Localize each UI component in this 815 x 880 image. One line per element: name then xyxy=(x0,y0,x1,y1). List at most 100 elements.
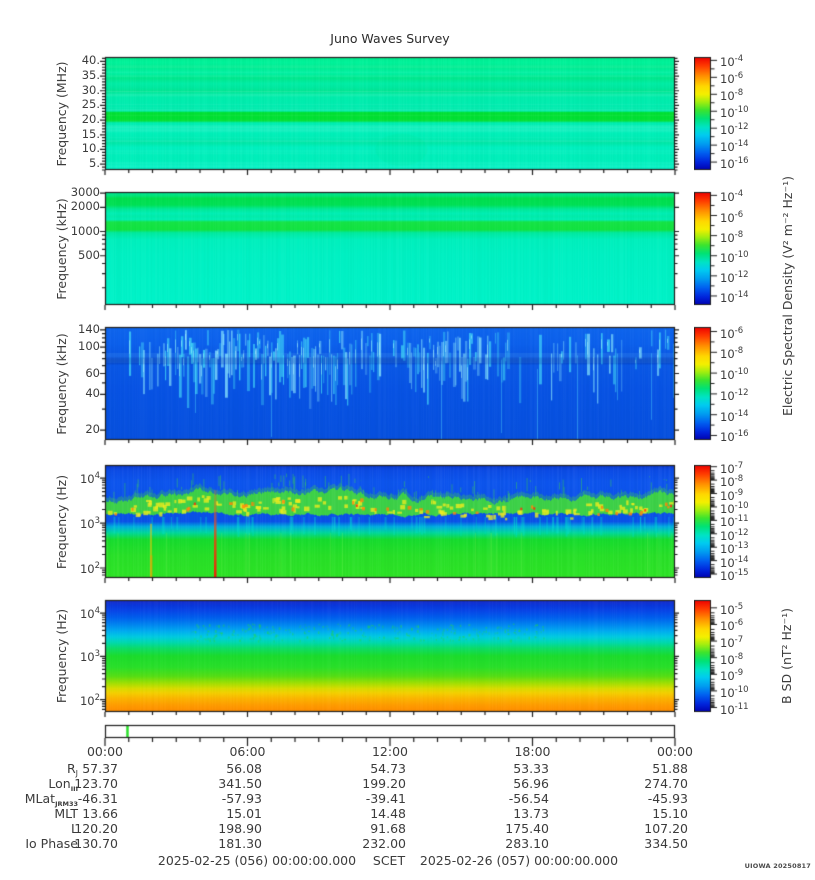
time-tick-label: 00:00 xyxy=(656,744,694,759)
colorbar-base: 10 xyxy=(720,602,735,617)
ephemeris-value: 334.50 xyxy=(644,836,688,851)
colorbar-tick-label: 10-4 xyxy=(720,55,743,69)
colorbar-exponent: -8 xyxy=(734,651,744,662)
colorbar-base: 10 xyxy=(720,55,735,70)
spectrogram-canvas-electric-mhz xyxy=(95,47,685,180)
colorbar-tick-label: 10-6 xyxy=(720,326,743,341)
colorbar-exponent: -4 xyxy=(734,189,744,200)
electric-spectral-density-axis-label: Electric Spectral Density (V² m⁻² Hz⁻¹) xyxy=(780,175,795,416)
ephemeris-value: 341.50 xyxy=(218,776,262,791)
colorbar-tick-label: 10-12 xyxy=(720,123,749,137)
colorbar-tick-label: 10-9 xyxy=(720,669,743,683)
y-tick-label: 20 xyxy=(85,422,100,437)
colorbar-base: 10 xyxy=(720,250,735,265)
colorbar-tick-label: 10-13 xyxy=(720,542,749,556)
ephemeris-value: 15.01 xyxy=(226,806,262,821)
colorbar-exponent: -12 xyxy=(734,387,749,398)
y-tick-exponent: 3 xyxy=(94,516,100,527)
colorbar-base: 10 xyxy=(720,619,735,634)
colorbar-canvas-electric-high-khz xyxy=(694,182,721,315)
ephemeris-value: 54.73 xyxy=(370,761,406,776)
ephemeris-row-label: LonIII xyxy=(48,777,78,793)
spectrogram-canvas-magnetic-hz xyxy=(95,590,685,722)
colorbar-tick-label: 10-8 xyxy=(720,475,743,489)
y-tick-label: 103 xyxy=(40,650,100,664)
colorbar-canvas-electric-low-khz xyxy=(694,317,721,450)
ephemeris-label-text: MLT xyxy=(54,806,78,821)
y-tick-label: 104 xyxy=(40,472,100,486)
spectrogram-canvas-electric-high-khz xyxy=(95,182,685,315)
colorbar-exponent: -10 xyxy=(734,684,749,695)
colorbar-base: 10 xyxy=(720,123,735,138)
ephemeris-value: 274.70 xyxy=(644,776,688,791)
time-tick-label: 06:00 xyxy=(229,744,266,759)
colorbar-base: 10 xyxy=(720,388,735,403)
colorbar-base: 10 xyxy=(720,702,735,717)
colorbar-exponent: -6 xyxy=(734,209,744,220)
colorbar-exponent: -8 xyxy=(734,474,744,485)
colorbar-exponent: -6 xyxy=(734,618,744,629)
colorbar-tick-label: 10-16 xyxy=(720,157,749,171)
colorbar-exponent: -4 xyxy=(734,54,744,65)
ephemeris-label-text: R xyxy=(66,761,76,776)
colorbar-tick-label: 10-12 xyxy=(720,529,749,543)
colorbar-base: 10 xyxy=(720,488,735,503)
y-tick-base: 10 xyxy=(79,517,95,532)
ephemeris-row-label: MLatJRM33 xyxy=(24,791,78,808)
colorbar-exponent: -14 xyxy=(734,408,749,419)
ephemeris-value: 107.20 xyxy=(644,821,688,836)
colorbar-base: 10 xyxy=(720,368,735,383)
colorbar-exponent: -10 xyxy=(734,105,749,116)
y-tick-base: 10 xyxy=(79,693,95,708)
ephemeris-row-label: Io Phase xyxy=(25,837,78,851)
y-tick-label: 60 xyxy=(85,365,100,380)
ephemeris-value: 56.96 xyxy=(513,776,549,791)
y-tick-base: 10 xyxy=(79,562,95,577)
ephemeris-label-subscript: JRM33 xyxy=(55,800,78,808)
colorbar-tick-label: 10-7 xyxy=(720,461,743,476)
ephemeris-value: 51.88 xyxy=(652,761,688,776)
y-tick-label: 15. xyxy=(81,126,100,141)
colorbar-canvas-magnetic-hz xyxy=(694,590,721,722)
ephemeris-label-text: MLat xyxy=(24,791,56,806)
colorbar-base: 10 xyxy=(720,190,735,205)
spectrogram-canvas-electric-low-khz xyxy=(95,317,685,450)
ephemeris-value: -46.31 xyxy=(77,791,118,806)
colorbar-tick-label: 10-6 xyxy=(720,619,743,633)
colorbar-tick-label: 10-6 xyxy=(720,209,744,225)
colorbar-base: 10 xyxy=(720,326,735,341)
y-tick-label: 40 xyxy=(85,386,100,401)
ephemeris-value: -56.54 xyxy=(508,791,549,806)
ephemeris-value: 13.66 xyxy=(82,806,118,821)
ephemeris-value: 57.37 xyxy=(82,761,118,776)
colorbar-exponent: -11 xyxy=(734,514,749,525)
y-tick-label: 104 xyxy=(40,607,100,621)
colorbar-tick-label: 10-14 xyxy=(720,554,749,570)
colorbar-exponent: -16 xyxy=(734,429,749,440)
y-tick-label: 35. xyxy=(81,68,100,83)
colorbar-exponent: -12 xyxy=(734,122,749,133)
colorbar-exponent: -14 xyxy=(734,554,749,565)
ephemeris-value: 123.70 xyxy=(74,776,118,791)
colorbar-base: 10 xyxy=(720,430,735,445)
colorbar-base: 10 xyxy=(720,210,735,225)
ephemeris-value: 15.10 xyxy=(652,806,688,821)
colorbar-exponent: -9 xyxy=(734,487,744,498)
colorbar-exponent: -10 xyxy=(734,249,749,260)
time-tick-label: 00:00 xyxy=(86,744,124,759)
colorbar-exponent: -5 xyxy=(734,601,744,612)
y-tick-label: 40. xyxy=(81,53,100,68)
colorbar-exponent: -12 xyxy=(734,269,749,280)
colorbar-tick-label: 10-6 xyxy=(720,72,743,86)
colorbar-canvas-electric-mhz xyxy=(694,47,721,180)
y-tick-label: 140 xyxy=(78,321,100,336)
colorbar-tick-label: 10-10 xyxy=(720,502,749,516)
ephemeris-value: 175.40 xyxy=(505,821,549,836)
figure-title: Juno Waves Survey xyxy=(330,31,450,46)
y-tick-label: 20. xyxy=(81,112,100,127)
colorbar-exponent: -7 xyxy=(734,635,744,646)
y-tick-exponent: 3 xyxy=(94,649,100,660)
colorbar-tick-label: 10-4 xyxy=(720,190,743,204)
colorbar-base: 10 xyxy=(720,72,735,87)
colorbar-base: 10 xyxy=(720,89,735,104)
